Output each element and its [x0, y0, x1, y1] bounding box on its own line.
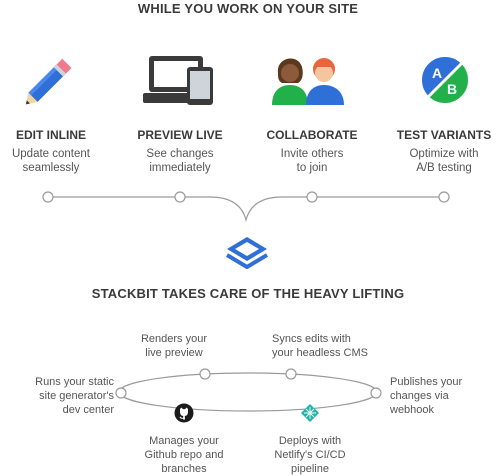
caption-renders-preview: Renders your live preview — [140, 333, 208, 359]
connector-node-4 — [438, 191, 450, 203]
cycle-node-left — [115, 387, 127, 399]
cycle-node-right — [370, 387, 382, 399]
svg-text:A: A — [432, 65, 442, 81]
feature-title-preview-live: PREVIEW LIVE — [137, 128, 223, 142]
people-icon — [268, 51, 352, 107]
caption-manages-github: Manages your Github repo and branches — [144, 435, 224, 475]
feature-title-edit-inline: EDIT INLINE — [15, 128, 86, 142]
feature-desc-test-variants: Optimize with A/B testing — [409, 148, 479, 174]
stackbit-logo-icon — [223, 233, 271, 273]
svg-text:B: B — [447, 81, 457, 97]
caption-syncs-cms: Syncs edits with your headless CMS — [272, 333, 368, 359]
pencil-icon — [22, 53, 80, 107]
feature-desc-preview-live: See changes immediately — [146, 148, 214, 174]
ab-test-icon: A B — [418, 53, 472, 107]
feature-title-collaborate: COLLABORATE — [266, 128, 358, 142]
caption-deploys-netlify: Deploys with Netlify's CI/CD pipeline — [274, 435, 346, 475]
caption-runs-ssg: Runs your static site generator's dev ce… — [35, 376, 114, 416]
workflow-cycle — [115, 368, 382, 412]
devices-icon — [141, 53, 215, 107]
feature-title-test-variants: TEST VARIANTS — [396, 128, 492, 142]
cycle-node-top-left — [199, 368, 211, 380]
connector-node-1 — [42, 191, 54, 203]
netlify-icon — [300, 403, 320, 423]
feature-desc-edit-inline: Update content seamlessly — [11, 148, 90, 174]
connector-node-3 — [306, 191, 318, 203]
feature-desc-collaborate: Invite others to join — [280, 148, 344, 174]
middle-section-title: STACKBIT TAKES CARE OF THE HEAVY LIFTING — [91, 286, 405, 301]
features-connector — [42, 191, 450, 223]
caption-publishes-webhook: Publishes your changes via webhook — [390, 376, 463, 416]
cycle-node-top-right — [285, 368, 297, 380]
github-icon — [174, 403, 194, 423]
top-section-title: WHILE YOU WORK ON YOUR SITE — [137, 1, 359, 16]
connector-node-2 — [174, 191, 186, 203]
